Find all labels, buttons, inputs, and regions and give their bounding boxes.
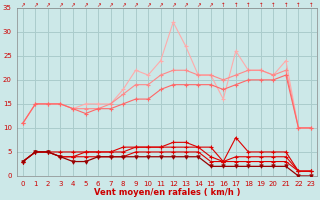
X-axis label: Vent moyen/en rafales ( km/h ): Vent moyen/en rafales ( km/h ) [94, 188, 240, 197]
